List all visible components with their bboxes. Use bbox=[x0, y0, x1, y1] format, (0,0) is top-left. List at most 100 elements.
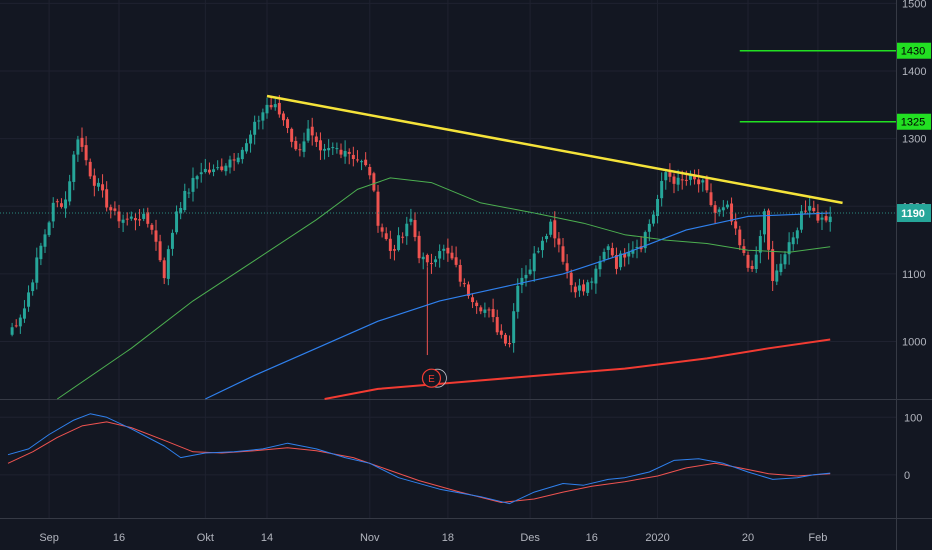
candle[interactable] bbox=[133, 218, 137, 221]
candle[interactable] bbox=[96, 182, 100, 187]
candle[interactable] bbox=[117, 211, 121, 222]
candle[interactable] bbox=[643, 232, 647, 249]
candle[interactable] bbox=[623, 253, 627, 258]
candle[interactable] bbox=[88, 161, 92, 177]
candle[interactable] bbox=[388, 238, 392, 251]
candle[interactable] bbox=[417, 235, 421, 259]
candle[interactable] bbox=[265, 104, 269, 114]
candle[interactable] bbox=[253, 121, 257, 135]
candle[interactable] bbox=[195, 176, 199, 180]
candle[interactable] bbox=[380, 227, 384, 232]
candle[interactable] bbox=[512, 311, 516, 344]
candle[interactable] bbox=[598, 261, 602, 270]
candle[interactable] bbox=[434, 259, 438, 263]
candle[interactable] bbox=[787, 242, 791, 255]
candle[interactable] bbox=[808, 205, 812, 211]
candle[interactable] bbox=[619, 253, 623, 268]
candle[interactable] bbox=[812, 207, 816, 212]
candle[interactable] bbox=[799, 211, 803, 230]
candle[interactable] bbox=[335, 148, 339, 150]
candle[interactable] bbox=[454, 257, 458, 265]
candle[interactable] bbox=[693, 175, 697, 180]
candle[interactable] bbox=[495, 317, 499, 333]
candle[interactable] bbox=[586, 282, 590, 293]
candle[interactable] bbox=[590, 281, 594, 283]
candle[interactable] bbox=[166, 249, 170, 279]
candle[interactable] bbox=[55, 201, 59, 203]
candle[interactable] bbox=[816, 212, 820, 221]
candle[interactable] bbox=[212, 169, 216, 172]
candle[interactable] bbox=[405, 223, 409, 237]
candle[interactable] bbox=[269, 105, 273, 108]
candle[interactable] bbox=[154, 230, 158, 242]
candle[interactable] bbox=[220, 166, 224, 171]
candle[interactable] bbox=[31, 282, 35, 292]
candle[interactable] bbox=[203, 168, 207, 172]
candle[interactable] bbox=[142, 213, 146, 219]
candle[interactable] bbox=[520, 277, 524, 285]
candle[interactable] bbox=[536, 251, 540, 253]
candle[interactable] bbox=[524, 274, 528, 279]
candle[interactable] bbox=[668, 172, 672, 177]
candle[interactable] bbox=[697, 179, 701, 185]
candle[interactable] bbox=[72, 154, 76, 182]
candle[interactable] bbox=[483, 309, 487, 313]
candle[interactable] bbox=[277, 102, 281, 115]
candle[interactable] bbox=[232, 159, 236, 161]
candle[interactable] bbox=[43, 234, 47, 247]
candle[interactable] bbox=[594, 268, 598, 284]
candle[interactable] bbox=[503, 334, 507, 344]
candle[interactable] bbox=[273, 104, 277, 108]
candle[interactable] bbox=[540, 240, 544, 251]
candle[interactable] bbox=[84, 145, 88, 161]
candle[interactable] bbox=[249, 134, 253, 144]
candle[interactable] bbox=[318, 140, 322, 151]
candle[interactable] bbox=[717, 209, 721, 213]
candle[interactable] bbox=[392, 249, 396, 251]
candle[interactable] bbox=[442, 248, 446, 251]
candle[interactable] bbox=[573, 286, 577, 293]
candle[interactable] bbox=[688, 174, 692, 180]
candle[interactable] bbox=[294, 140, 298, 150]
candle[interactable] bbox=[561, 246, 565, 262]
candle[interactable] bbox=[680, 179, 684, 181]
candle[interactable] bbox=[18, 317, 22, 327]
candle[interactable] bbox=[771, 249, 775, 281]
candle[interactable] bbox=[631, 249, 635, 254]
candle[interactable] bbox=[150, 224, 154, 230]
candle[interactable] bbox=[701, 180, 705, 183]
candle[interactable] bbox=[651, 214, 655, 224]
candle[interactable] bbox=[302, 141, 306, 152]
candle[interactable] bbox=[660, 181, 664, 199]
candle[interactable] bbox=[397, 235, 401, 251]
candle[interactable] bbox=[207, 169, 211, 173]
candle[interactable] bbox=[647, 223, 651, 232]
candle[interactable] bbox=[39, 245, 43, 260]
candle[interactable] bbox=[179, 207, 183, 214]
candle[interactable] bbox=[351, 154, 355, 160]
candle[interactable] bbox=[458, 265, 462, 282]
candle[interactable] bbox=[684, 179, 688, 181]
candle[interactable] bbox=[730, 203, 734, 222]
candle[interactable] bbox=[323, 148, 327, 151]
candle[interactable] bbox=[775, 270, 779, 282]
candle[interactable] bbox=[779, 263, 783, 273]
candle[interactable] bbox=[557, 238, 561, 245]
candle[interactable] bbox=[64, 199, 68, 209]
candle[interactable] bbox=[261, 112, 265, 121]
candle[interactable] bbox=[627, 252, 631, 257]
earnings-marker[interactable] bbox=[421, 368, 442, 388]
candle[interactable] bbox=[758, 236, 762, 253]
candle[interactable] bbox=[331, 147, 335, 149]
candle[interactable] bbox=[462, 283, 466, 285]
candle[interactable] bbox=[721, 207, 725, 211]
candle[interactable] bbox=[360, 161, 364, 163]
candle[interactable] bbox=[376, 191, 380, 226]
candle[interactable] bbox=[824, 216, 828, 221]
candle[interactable] bbox=[791, 237, 795, 245]
candle[interactable] bbox=[138, 219, 142, 221]
candle[interactable] bbox=[372, 173, 376, 191]
candle[interactable] bbox=[310, 126, 314, 136]
candle[interactable] bbox=[429, 263, 433, 265]
candle[interactable] bbox=[746, 254, 750, 268]
